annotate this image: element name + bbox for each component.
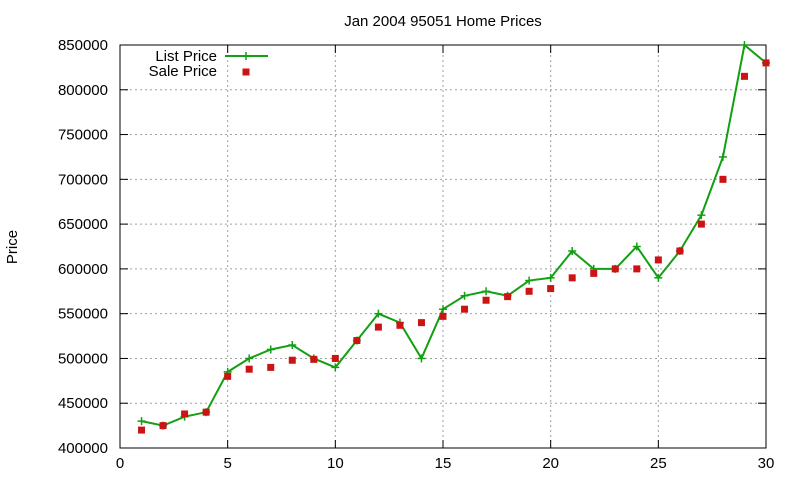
y-tick-label: 700000 xyxy=(58,171,108,188)
sale-price-point xyxy=(590,269,598,277)
list-price-point xyxy=(632,242,641,251)
x-tick-label: 5 xyxy=(223,455,231,472)
x-axis-tick-labels: 0 5 10 15 20 25 30 xyxy=(116,455,775,472)
y-tick-label: 400000 xyxy=(58,440,108,457)
sale-price-point xyxy=(633,265,641,273)
list-price-point xyxy=(460,291,469,300)
sale-price-point xyxy=(439,312,447,320)
list-price-point xyxy=(654,273,663,282)
y-tick-label: 450000 xyxy=(58,395,108,412)
sale-price-point xyxy=(267,363,275,371)
sale-price-point xyxy=(676,247,684,255)
list-price-point xyxy=(718,152,727,161)
list-price-point xyxy=(266,345,275,354)
x-tick-label: 30 xyxy=(758,455,775,472)
list-price-point xyxy=(374,309,383,318)
sale-price-point xyxy=(762,59,770,67)
sale-price-point xyxy=(202,408,210,416)
sale-price-point xyxy=(697,220,705,228)
sale-price-point xyxy=(719,175,727,183)
y-axis-tick-labels: 400000 450000 500000 550000 600000 650000 7000… xyxy=(58,37,108,457)
chart-title: Jan 2004 95051 Home Prices xyxy=(344,13,542,30)
sale-price-point xyxy=(504,293,512,301)
series-list-price xyxy=(137,41,770,430)
list-price-point xyxy=(697,211,706,220)
sale-price-point xyxy=(245,365,253,373)
sale-price-point xyxy=(374,323,382,331)
sale-price-point xyxy=(654,256,662,264)
list-price-point xyxy=(482,287,491,296)
list-price-point xyxy=(245,354,254,363)
y-tick-label: 550000 xyxy=(58,306,108,323)
y-tick-label: 500000 xyxy=(58,350,108,367)
x-tick-label: 15 xyxy=(435,455,452,472)
sale-price-point xyxy=(547,285,555,293)
series-layer xyxy=(137,41,770,434)
sale-price-point xyxy=(331,354,339,362)
sale-price-point xyxy=(461,305,469,313)
y-tick-label: 650000 xyxy=(58,216,108,233)
sale-price-point xyxy=(417,319,425,327)
sale-price-point xyxy=(482,296,490,304)
list-price-point xyxy=(568,246,577,255)
list-price-line xyxy=(141,43,767,427)
series-sale-price xyxy=(138,59,770,434)
list-price-point xyxy=(546,273,555,282)
sale-price-point xyxy=(159,422,167,430)
list-price-point xyxy=(137,417,146,426)
sale-price-point xyxy=(138,426,146,434)
y-tick-label: 750000 xyxy=(58,127,108,144)
legend: List Price Sale Price xyxy=(149,48,268,80)
sale-price-point xyxy=(525,287,533,295)
legend-swatch-list-price-marker xyxy=(242,52,250,60)
x-tick-label: 20 xyxy=(542,455,559,472)
sale-price-point xyxy=(568,274,576,282)
y-tick-label: 850000 xyxy=(58,37,108,54)
list-price-point xyxy=(740,41,749,49)
legend-label-list-price: List Price xyxy=(155,48,217,65)
list-price-point xyxy=(525,276,534,285)
x-tick-label: 25 xyxy=(650,455,667,472)
sale-price-point xyxy=(353,337,361,345)
sale-price-point xyxy=(396,321,404,329)
legend-swatches xyxy=(225,52,268,76)
y-tick-label: 800000 xyxy=(58,82,108,99)
y-axis-label: Price xyxy=(4,230,21,264)
list-price-point xyxy=(439,305,447,314)
list-price-point xyxy=(331,363,340,372)
sale-price-point xyxy=(740,72,748,80)
sale-price-point xyxy=(181,410,189,418)
sale-price-point xyxy=(611,265,619,273)
x-tick-label: 10 xyxy=(327,455,344,472)
sale-price-point xyxy=(288,356,296,364)
legend-swatch-sale-price-marker xyxy=(242,68,250,76)
list-price-point xyxy=(417,354,426,363)
legend-label-sale-price: Sale Price xyxy=(149,63,217,80)
sale-price-point xyxy=(310,355,318,363)
x-tick-label: 0 xyxy=(116,455,124,472)
sale-price-point xyxy=(224,372,232,380)
grid-lines xyxy=(120,45,766,448)
y-tick-label: 600000 xyxy=(58,261,108,278)
list-price-point xyxy=(288,341,297,350)
axis-ticks xyxy=(119,44,767,449)
